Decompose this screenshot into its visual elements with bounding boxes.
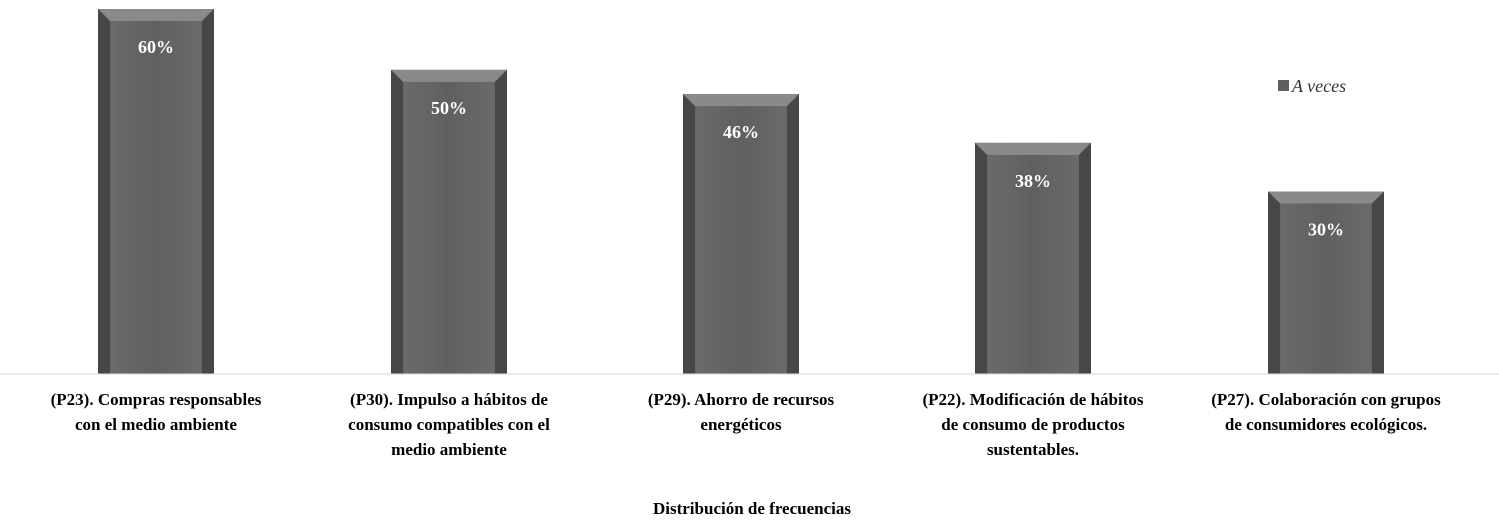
x-tick-label: energéticos xyxy=(700,415,782,434)
bar-bevel-right xyxy=(202,9,214,374)
x-tick-label: (P29). Ahorro de recursos xyxy=(648,390,835,409)
data-label: 38% xyxy=(1015,171,1051,191)
bar xyxy=(1268,191,1384,374)
legend-label-a-veces: A veces xyxy=(1291,76,1346,96)
bar-bevel-top xyxy=(1268,191,1384,204)
legend: A veces xyxy=(1278,76,1346,96)
x-tick-label: con el medio ambiente xyxy=(75,415,237,434)
data-label: 50% xyxy=(431,98,467,118)
x-tick-label: de consumo de productos xyxy=(941,415,1125,434)
bar-bevel-top xyxy=(391,69,507,82)
bar-bevel-right xyxy=(1372,191,1384,374)
bar-bevel-left xyxy=(1268,191,1280,374)
bar-bevel-right xyxy=(787,94,799,375)
bar xyxy=(391,69,507,374)
x-tick-label: (P22). Modificación de hábitos xyxy=(923,390,1144,409)
bar-bevel-left xyxy=(391,69,403,374)
bar xyxy=(683,94,799,375)
bar-body xyxy=(98,9,214,374)
x-tick-label: (P30). Impulso a hábitos de xyxy=(350,390,548,409)
data-label: 30% xyxy=(1308,220,1344,240)
bar-bevel-right xyxy=(495,69,507,374)
bar-bevel-left xyxy=(98,9,110,374)
x-tick-label: sustentables. xyxy=(987,440,1079,459)
bar xyxy=(98,9,214,374)
bar-bevel-left xyxy=(975,142,987,374)
bar-bevel-top xyxy=(975,142,1091,155)
x-tick-labels: (P23). Compras responsables con el medio … xyxy=(51,390,1442,459)
bar-bevel-left xyxy=(683,94,695,375)
bar-body xyxy=(975,142,1091,374)
data-label: 46% xyxy=(723,122,759,142)
bar-body xyxy=(391,69,507,374)
x-tick-label: medio ambiente xyxy=(391,440,507,459)
x-tick-label: (P27). Colaboración con grupos xyxy=(1211,390,1441,409)
bar-bevel-top xyxy=(683,94,799,107)
bar-body xyxy=(1268,191,1384,374)
x-axis-title: Distribución de frecuencias xyxy=(653,499,851,518)
bar-bevel-right xyxy=(1079,142,1091,374)
x-tick-label: (P23). Compras responsables xyxy=(51,390,262,409)
bar-bevel-top xyxy=(98,9,214,21)
legend-swatch xyxy=(1278,80,1289,91)
bar xyxy=(975,142,1091,374)
bar-body xyxy=(683,94,799,375)
x-tick-label: de consumidores ecológicos. xyxy=(1225,415,1427,434)
bars-layer: 60% 50% 46% 38% 30% xyxy=(98,9,1384,375)
data-label: 60% xyxy=(138,37,174,57)
x-tick-label: consumo compatibles con el xyxy=(348,415,550,434)
